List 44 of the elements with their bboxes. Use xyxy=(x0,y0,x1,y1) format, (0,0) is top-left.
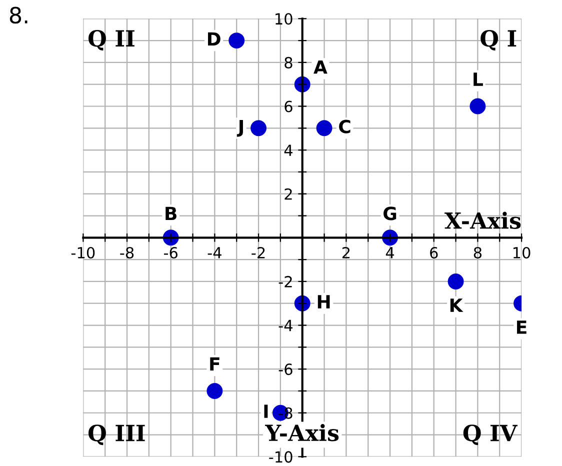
y-tick-label: -10 xyxy=(269,451,292,463)
annotation: F xyxy=(210,357,220,371)
y-tick-label: 8 xyxy=(284,56,292,68)
annotation: Q IV xyxy=(463,424,518,446)
x-tick-label: 8 xyxy=(474,246,482,259)
point xyxy=(448,273,464,290)
y-tick-label: 4 xyxy=(284,144,292,156)
annotation: H xyxy=(318,295,330,308)
point xyxy=(316,120,332,136)
point xyxy=(228,32,245,49)
x-tick-label: -6 xyxy=(164,246,178,259)
annotation: C xyxy=(339,120,350,134)
annotation: K xyxy=(450,298,464,312)
annotation: B xyxy=(166,206,176,220)
x-tick-label: -2 xyxy=(252,246,265,258)
annotation: L xyxy=(474,72,483,86)
x-tick-label: 10 xyxy=(513,246,530,259)
annotation: I xyxy=(264,404,268,418)
x-tick-label: 2 xyxy=(342,246,350,258)
annotation: Q II xyxy=(88,30,134,50)
x-tick-label: 4 xyxy=(386,247,394,258)
x-axis-title: X-Axis xyxy=(444,212,521,229)
point xyxy=(206,382,223,399)
x-tick-label: 6 xyxy=(430,246,438,259)
y-tick-label: -4 xyxy=(278,320,292,332)
y-tick-label: 10 xyxy=(276,13,292,25)
annotation: Q I xyxy=(480,30,516,50)
y-tick-label: -2 xyxy=(278,276,292,288)
y-axis-title: Y-Axis xyxy=(265,424,339,442)
annotation: D xyxy=(208,32,220,46)
y-tick-label: 2 xyxy=(284,188,292,200)
y-tick-label: -6 xyxy=(278,364,292,376)
x-tick-label: -10 xyxy=(71,246,95,259)
annotation: G xyxy=(384,206,396,220)
annotation: E xyxy=(517,320,526,334)
x-tick-label: -4 xyxy=(208,247,222,258)
y-tick-label: 6 xyxy=(284,100,292,112)
point xyxy=(250,120,266,136)
chart-title: 8. xyxy=(10,6,28,24)
annotation: J xyxy=(236,120,243,137)
x-tick-label: -8 xyxy=(120,246,134,259)
annotation: A xyxy=(314,60,328,74)
annotation: Q III xyxy=(88,424,145,446)
point xyxy=(470,98,486,114)
